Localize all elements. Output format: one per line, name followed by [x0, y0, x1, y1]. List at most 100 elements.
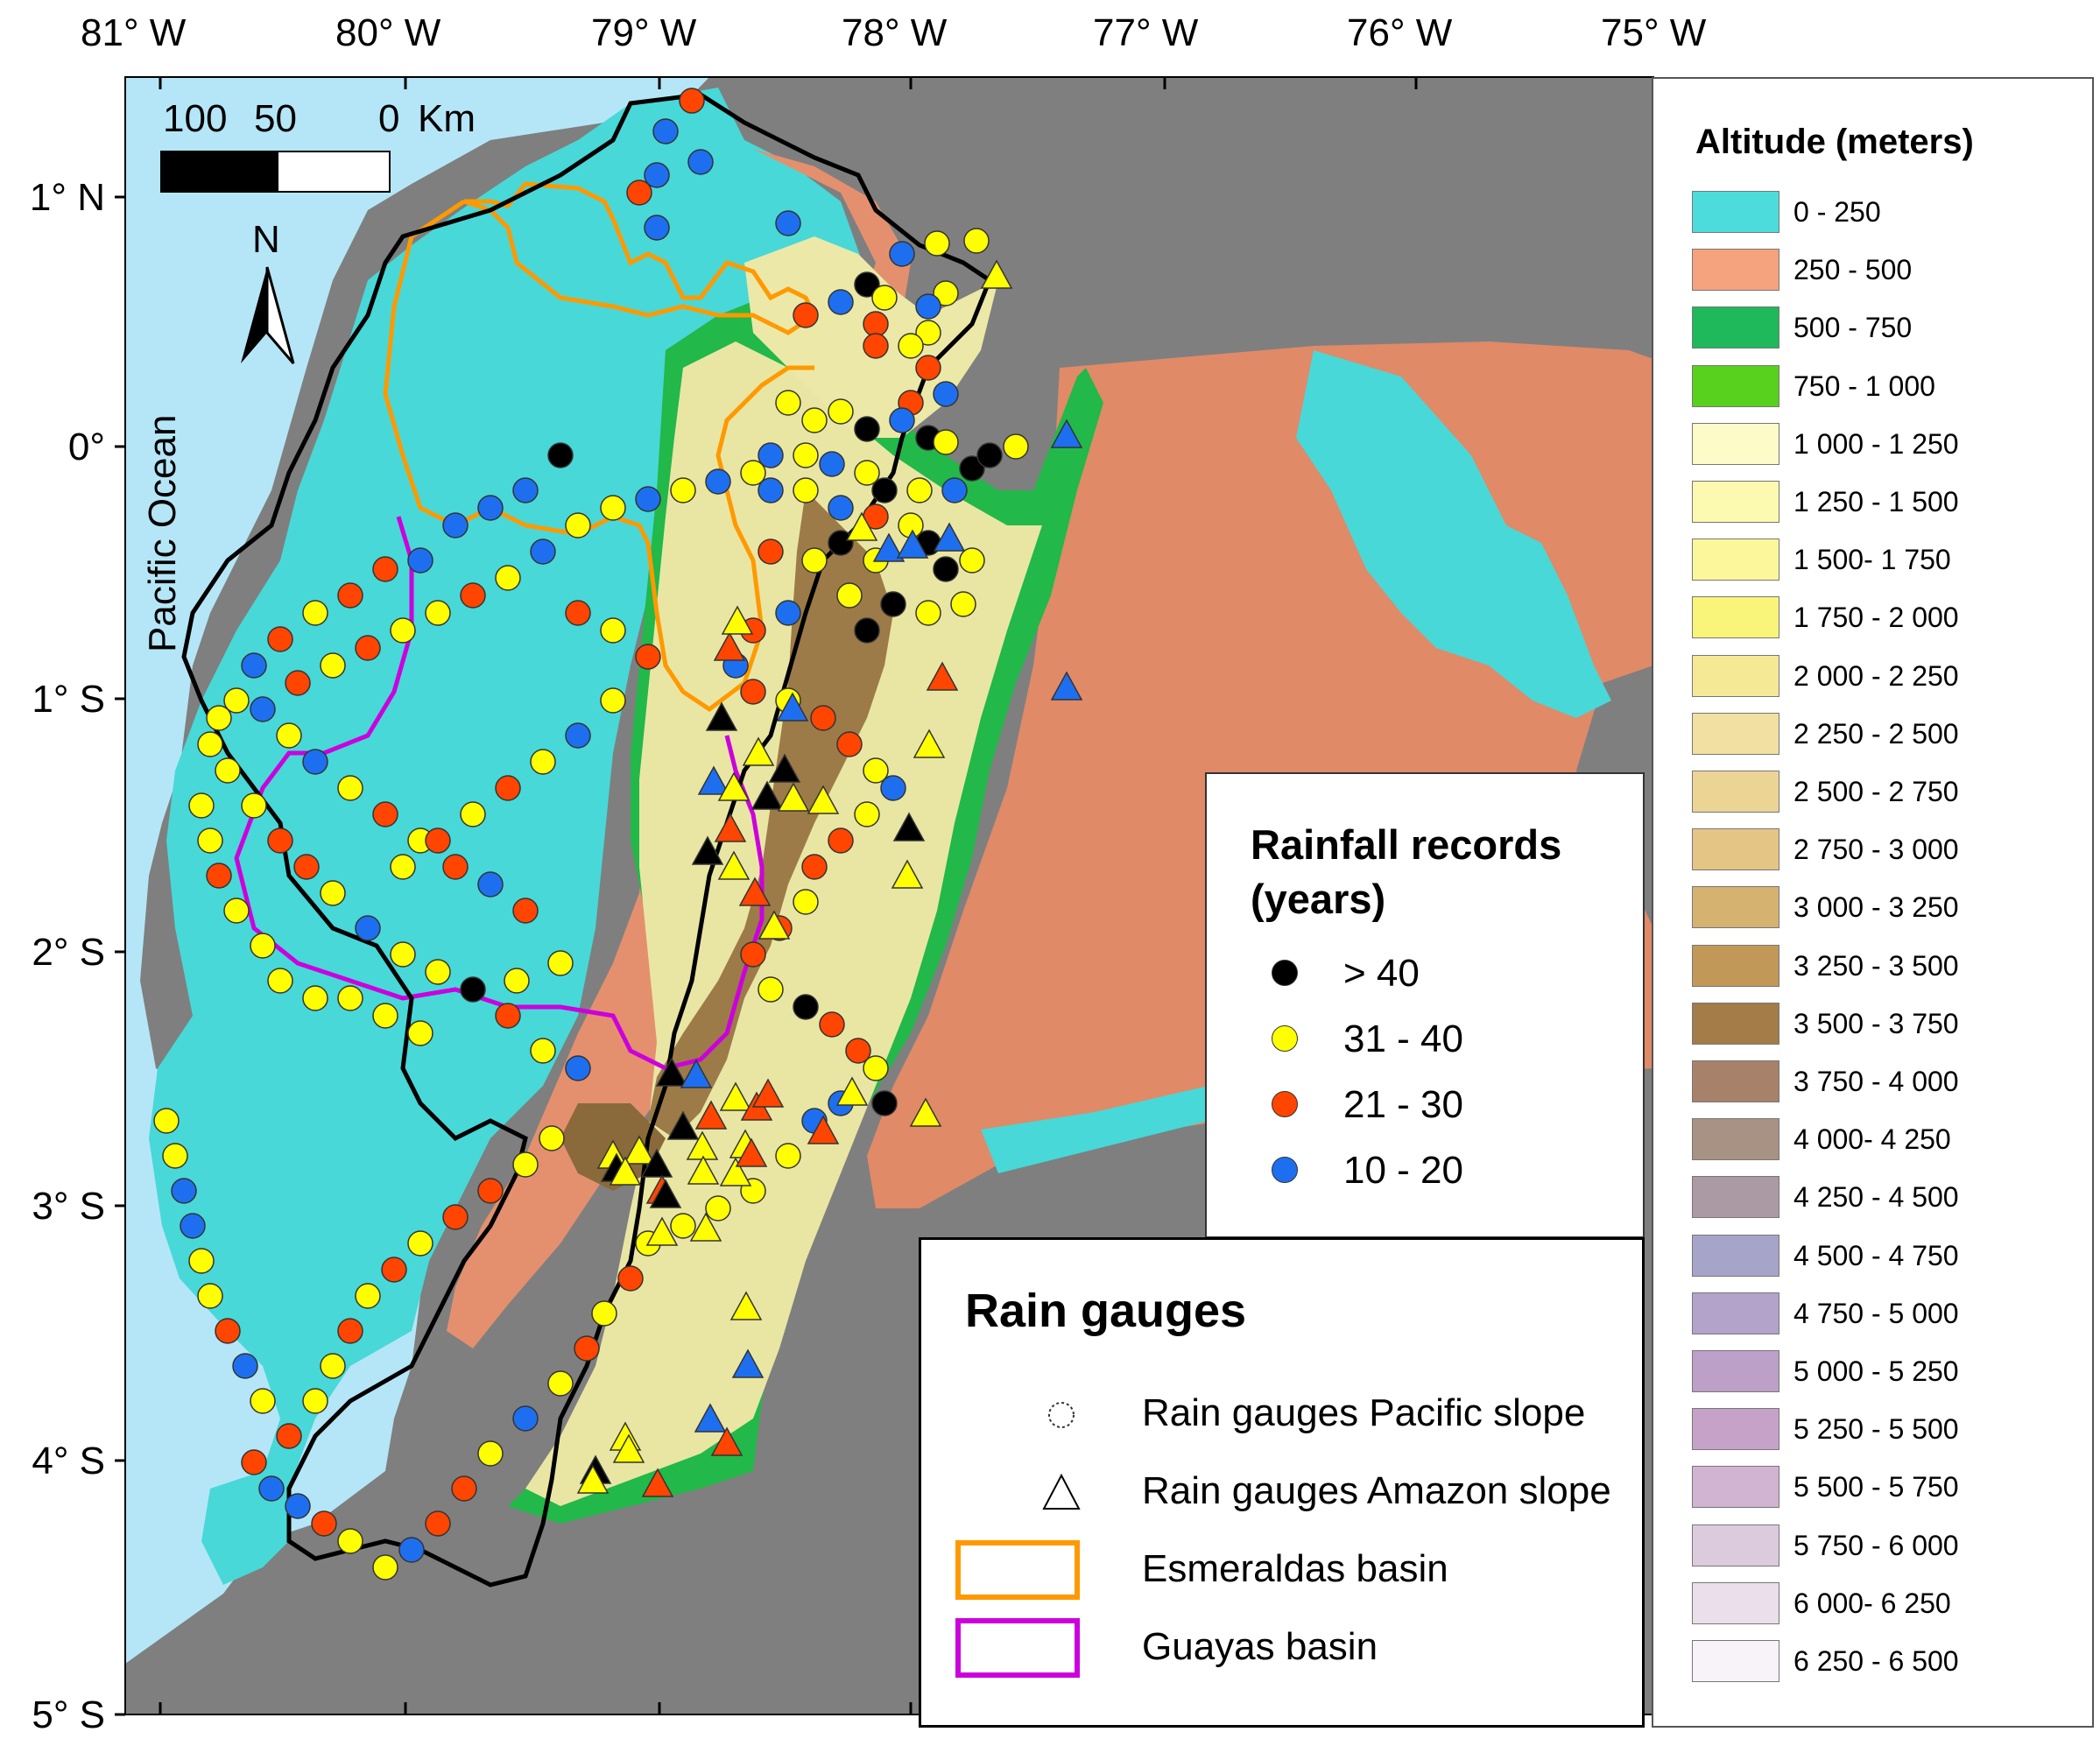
amazon-gauge-marker	[641, 1468, 674, 1497]
pacific-gauge-marker	[372, 1003, 398, 1029]
amazon-gauge-marker	[640, 1148, 673, 1178]
pacific-gauge-marker	[180, 1213, 206, 1239]
pacific-gauge-marker	[758, 442, 784, 468]
basin-swatch-icon	[955, 1618, 1080, 1678]
triangle-icon	[1042, 1473, 1081, 1510]
pacific-gauge-marker	[302, 985, 328, 1011]
altitude-class-label: 4 750 - 5 000	[1793, 1297, 1959, 1329]
amazon-gauge-marker	[729, 1291, 763, 1320]
amazon-gauge-marker	[717, 850, 751, 880]
amazon-gauge-marker	[717, 771, 751, 801]
longitude-tick-label: 79° W	[591, 11, 697, 54]
altitude-class-label: 4 500 - 4 750	[1793, 1239, 1959, 1271]
amazon-gauge-marker	[807, 1115, 840, 1144]
pacific-gauge-marker	[836, 731, 863, 757]
scale-label-50: 50	[254, 97, 297, 140]
altitude-class-label: 5 250 - 5 500	[1793, 1413, 1959, 1446]
altitude-class: 3 250 - 3 500	[1692, 944, 2086, 989]
pacific-gauge-marker	[337, 775, 363, 801]
altitude-class-label: 750 - 1 000	[1793, 370, 1935, 402]
pacific-gauge-marker	[915, 600, 941, 626]
pacific-gauge-marker	[215, 1318, 241, 1344]
altitude-class: 500 - 750	[1692, 306, 2086, 350]
pacific-gauge-marker	[337, 582, 363, 609]
altitude-swatch	[1692, 1350, 1779, 1392]
amazon-gauge-marker	[719, 1081, 752, 1111]
pacific-gauge-marker	[906, 477, 933, 503]
gauge-legend-label: Guayas basin	[1142, 1625, 1378, 1668]
pacific-gauge-marker	[530, 539, 556, 565]
pacific-gauge-marker	[600, 495, 626, 521]
pacific-gauge-marker	[407, 547, 433, 574]
altitude-swatch	[1692, 306, 1779, 349]
latitude-tick-label: 5° S	[32, 1693, 105, 1736]
pacific-gauge-marker	[293, 854, 320, 880]
altitude-class-label: 1 500- 1 750	[1793, 544, 1951, 576]
pacific-gauge-marker	[407, 1230, 433, 1257]
pacific-gauge-marker	[793, 442, 819, 468]
altitude-swatch	[1692, 886, 1779, 929]
esmeraldas-basin-outline	[383, 181, 818, 713]
pacific-gauge-marker	[460, 582, 486, 609]
pacific-gauge-marker	[933, 280, 959, 306]
pacific-gauge-marker	[460, 801, 486, 827]
altitude-legend: Altitude (meters) 0 - 250 250 - 500 500 - …	[1652, 77, 2094, 1728]
amazon-gauge-marker	[835, 1076, 869, 1106]
pacific-gauge-marker	[495, 565, 521, 591]
gauges-legend-title: Rain gauges	[965, 1285, 1247, 1337]
pacific-gauge-marker	[871, 477, 898, 503]
amazon-gauge-marker	[980, 259, 1013, 289]
pacific-gauge-marker	[477, 495, 504, 521]
rainfall-class-label: 21 - 30	[1343, 1083, 1463, 1126]
pacific-gauge-marker	[547, 442, 574, 468]
altitude-class-label: 500 - 750	[1793, 312, 1913, 344]
altitude-class: 3 750 - 4 000	[1692, 1060, 2086, 1104]
amazon-gauge-marker	[933, 522, 966, 552]
longitude-tick-label: 76° W	[1347, 11, 1453, 54]
pacific-gauge-marker	[915, 320, 941, 346]
pacific-gauge-marker	[915, 293, 941, 320]
amazon-gauge-marker	[714, 813, 747, 842]
gauge-legend-item: Rain gauges Pacific slope	[955, 1380, 1620, 1450]
amazon-gauge-marker	[697, 765, 730, 795]
rainfall-class: > 40	[1249, 947, 1617, 1000]
pacific-gauge-marker	[442, 1204, 469, 1230]
pacific-gauge-marker	[547, 950, 574, 976]
altitude-class-label: 5 750 - 6 000	[1793, 1529, 1959, 1561]
altitude-legend-title: Altitude (meters)	[1695, 123, 1974, 161]
amazon-gauge-marker	[777, 782, 810, 812]
pacific-gauge-marker	[250, 1388, 276, 1414]
pacific-gauge-marker	[285, 670, 311, 696]
pacific-gauge-marker	[381, 1257, 407, 1283]
pacific-gauge-marker	[793, 889, 819, 915]
pacific-gauge-marker	[600, 617, 626, 644]
pacific-gauge-marker	[355, 1283, 381, 1309]
pacific-gauge-marker	[407, 1020, 433, 1046]
altitude-class: 5 250 - 5 500	[1692, 1408, 2086, 1452]
pacific-gauge-marker	[635, 644, 661, 670]
scale-label-0: 0	[378, 97, 399, 140]
rainfall-class-label: 31 - 40	[1343, 1017, 1463, 1060]
pacific-gauge-marker	[775, 210, 801, 236]
rainfall-legend-title: Rainfall records (years)	[1251, 818, 1561, 926]
amazon-gauge-marker	[1050, 671, 1083, 701]
pacific-gauge-marker	[880, 775, 906, 801]
pacific-gauge-marker	[337, 985, 363, 1011]
pacific-gauge-marker	[355, 635, 381, 661]
amazon-gauge-marker	[666, 1110, 700, 1140]
amazon-gauge-marker	[751, 780, 784, 810]
latitude-tick-label: 0°	[68, 426, 105, 468]
pacific-gauge-marker	[223, 898, 250, 924]
pacific-gauge-marker	[530, 749, 556, 775]
north-label: N	[252, 218, 280, 261]
pacific-gauge-marker	[241, 792, 267, 819]
altitude-class: 0 - 250	[1692, 191, 2086, 235]
pacific-gauge-marker	[530, 1038, 556, 1064]
gauge-legend-item: Guayas basin	[955, 1614, 1620, 1684]
amazon-gauge-marker	[807, 785, 840, 814]
latitude-tick-label: 3° S	[32, 1185, 105, 1228]
altitude-class: 1 250 - 1 500	[1692, 481, 2086, 525]
amazon-gauge-marker	[872, 532, 906, 562]
longitude-tick-label: 81° W	[81, 11, 187, 54]
altitude-class-label: 250 - 500	[1793, 254, 1913, 286]
